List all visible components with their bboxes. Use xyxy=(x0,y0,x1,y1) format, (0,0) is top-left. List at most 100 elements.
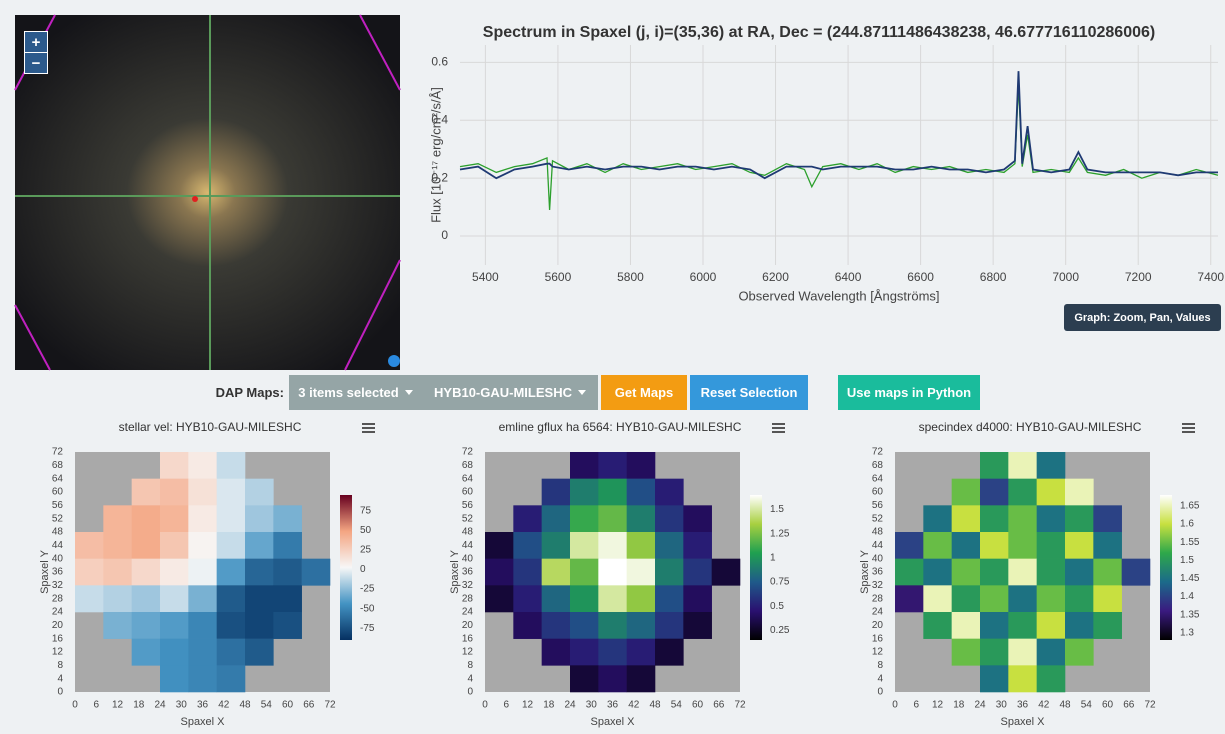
y-tick-label: 0 xyxy=(877,687,883,698)
map-cell xyxy=(160,532,189,559)
map-cell xyxy=(1093,559,1122,586)
map-menu[interactable] xyxy=(1182,423,1195,433)
map-cell xyxy=(1122,559,1151,586)
map-cell xyxy=(570,559,599,586)
y-tick-label: 52 xyxy=(872,513,884,524)
map-menu[interactable] xyxy=(362,423,375,433)
map-cell xyxy=(655,479,684,506)
x-tick-label: 12 xyxy=(112,700,124,711)
map-cell xyxy=(952,639,981,666)
map-cell xyxy=(627,505,656,532)
map-cell xyxy=(570,612,599,639)
y-tick-label: 4 xyxy=(467,673,473,684)
map-cell xyxy=(1008,479,1037,506)
map-cell xyxy=(1037,665,1066,692)
x-axis-label: Observed Wavelength [Ångströms] xyxy=(738,288,939,303)
map-cell xyxy=(245,559,274,586)
map-cell xyxy=(245,612,274,639)
map-cell xyxy=(712,559,741,586)
y-tick-label: 12 xyxy=(872,647,884,658)
colorbar-tick-label: 1.65 xyxy=(1180,501,1200,512)
x-tick-label: 54 xyxy=(1081,700,1093,711)
y-tick-label: 40 xyxy=(462,553,474,564)
x-tick-label: 24 xyxy=(974,700,986,711)
map-cell xyxy=(160,585,189,612)
map-cell xyxy=(627,532,656,559)
zoom-in[interactable]: + xyxy=(24,31,48,53)
caret xyxy=(405,390,413,395)
map-cell xyxy=(1065,532,1094,559)
colorbar-tick-label: 0.25 xyxy=(770,625,790,636)
menu-bar xyxy=(772,423,785,425)
y-tick-label: 36 xyxy=(52,567,64,578)
y-tick-label: 4 xyxy=(877,673,883,684)
graph-help-button[interactable]: Graph: Zoom, Pan, Values xyxy=(1064,304,1221,331)
map-menu[interactable] xyxy=(772,423,785,433)
map-cell xyxy=(217,479,246,506)
map-cell xyxy=(570,479,599,506)
map-cell xyxy=(132,479,161,506)
y-tick-label: 64 xyxy=(462,473,474,484)
map-cell xyxy=(1093,612,1122,639)
x-tick-label: 5400 xyxy=(472,270,499,284)
properties-dropdown[interactable]: 3 items selected xyxy=(289,375,422,410)
map-cell xyxy=(542,559,571,586)
colorbar-tick-label: 0.5 xyxy=(770,601,784,612)
galaxy-image[interactable] xyxy=(15,15,400,370)
x-tick-label: 72 xyxy=(734,700,746,711)
map-cell xyxy=(513,532,542,559)
x-tick-label: 0 xyxy=(72,700,78,711)
get-maps-button[interactable]: Get Maps xyxy=(601,375,687,410)
map-cell xyxy=(513,559,542,586)
map-cell xyxy=(217,452,246,479)
x-tick-label: 60 xyxy=(692,700,704,711)
map-cell xyxy=(160,505,189,532)
map-cell xyxy=(1065,585,1094,612)
x-tick-label: 54 xyxy=(671,700,683,711)
map-cell xyxy=(1037,639,1066,666)
map-cell xyxy=(132,585,161,612)
y-tick-label: 72 xyxy=(52,447,64,458)
map-cell xyxy=(1008,559,1037,586)
map-cell xyxy=(217,532,246,559)
colorbar xyxy=(1160,495,1172,640)
map-cell xyxy=(132,505,161,532)
map-cell xyxy=(923,612,952,639)
map-cell xyxy=(627,479,656,506)
bintype-dropdown[interactable]: HYB10-GAU-MILESHC xyxy=(422,375,598,410)
y-axis-label: Spaxel Y xyxy=(859,549,871,593)
map-cell xyxy=(273,505,302,532)
y-tick-label: 16 xyxy=(872,633,884,644)
x-tick-label: 6800 xyxy=(980,270,1007,284)
y-tick-label: 40 xyxy=(872,553,884,564)
python-button[interactable]: Use maps in Python xyxy=(838,375,980,410)
map-cell xyxy=(188,505,217,532)
map-title: specindex d4000: HYB10-GAU-MILESHC xyxy=(919,420,1142,434)
map-cell xyxy=(683,585,712,612)
x-tick-label: 60 xyxy=(282,700,294,711)
map-cell xyxy=(952,532,981,559)
dropdown-text: HYB10-GAU-MILESHC xyxy=(434,385,572,400)
map-cell xyxy=(188,585,217,612)
x-tick-label: 7200 xyxy=(1125,270,1152,284)
colorbar-tick-label: 1.45 xyxy=(1180,573,1200,584)
colorbar-tick-label: 1.4 xyxy=(1180,591,1194,602)
map-cell xyxy=(598,585,627,612)
reset-button[interactable]: Reset Selection xyxy=(690,375,808,410)
x-tick-label: 54 xyxy=(261,700,273,711)
y-tick-label: 48 xyxy=(872,527,884,538)
map-cell xyxy=(923,559,952,586)
y-tick-label: 20 xyxy=(462,620,474,631)
map-cell xyxy=(245,532,274,559)
map-cell xyxy=(245,639,274,666)
x-axis-label: Spaxel X xyxy=(1000,716,1045,728)
x-tick-label: 72 xyxy=(324,700,336,711)
caret xyxy=(578,390,586,395)
zoom-out[interactable]: − xyxy=(24,52,48,74)
map-cell xyxy=(132,639,161,666)
y-tick-label: 20 xyxy=(872,620,884,631)
map-cell xyxy=(542,639,571,666)
y-tick-label: 36 xyxy=(462,567,474,578)
x-tick-label: 30 xyxy=(586,700,598,711)
colorbar-tick-label: 1.25 xyxy=(770,528,790,539)
